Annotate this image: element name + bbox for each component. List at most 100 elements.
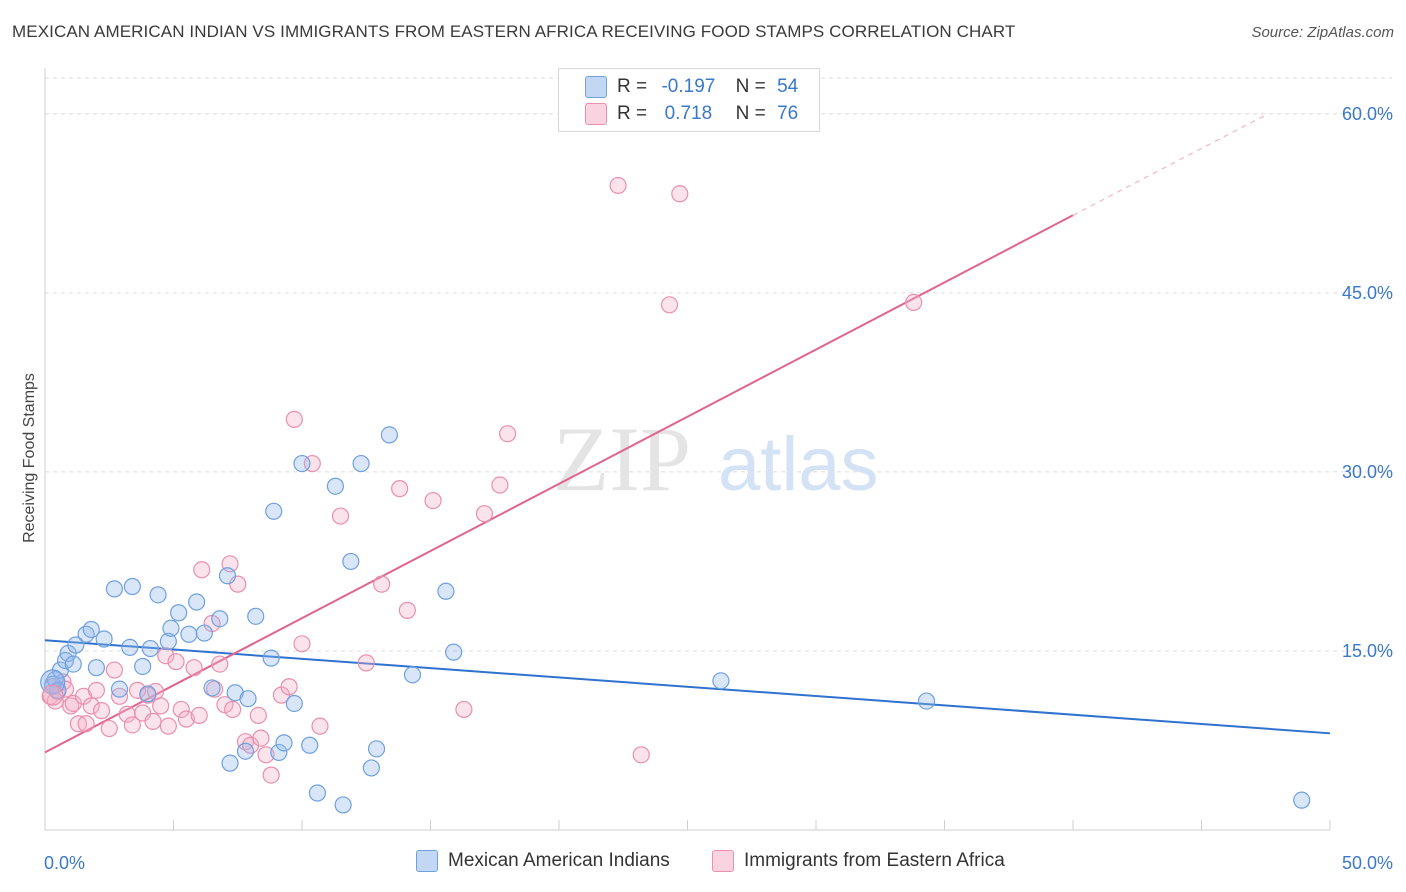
- data-point-blue: [149, 586, 167, 604]
- data-point-pink: [257, 746, 275, 764]
- data-point-blue: [403, 666, 422, 684]
- data-point-blue: [162, 619, 180, 637]
- data-point-pink: [92, 702, 111, 720]
- data-point-blue: [159, 632, 177, 651]
- data-point-blue: [218, 567, 237, 585]
- y-tick-label: 15.0%: [1342, 641, 1393, 661]
- data-point-blue: [917, 692, 936, 710]
- data-point-blue: [203, 679, 221, 697]
- data-point-pink: [42, 684, 64, 706]
- data-point-pink: [398, 601, 416, 619]
- data-point-pink: [77, 715, 95, 733]
- r-label: R =: [617, 103, 648, 124]
- data-point-blue: [40, 669, 66, 695]
- data-point-pink: [211, 655, 229, 673]
- legend-item-mexican-american-indians: Mexican American Indians: [416, 850, 670, 872]
- data-point-pink: [262, 766, 280, 784]
- data-point-blue: [236, 742, 255, 760]
- data-point-blue: [46, 670, 64, 689]
- data-point-pink: [224, 700, 242, 719]
- data-point-pink: [87, 681, 106, 699]
- data-point-pink: [123, 716, 141, 734]
- data-point-blue: [170, 604, 188, 622]
- data-point-blue: [95, 630, 113, 648]
- data-point-pink: [357, 654, 375, 672]
- data-point-blue: [285, 694, 303, 713]
- r-label: R =: [617, 76, 648, 97]
- data-point-pink: [190, 706, 208, 725]
- data-point-blue: [301, 736, 319, 754]
- data-point-blue: [141, 639, 159, 658]
- data-point-pink: [499, 425, 517, 443]
- legend-swatch-blue: [416, 850, 438, 872]
- x-tick-label: 50.0%: [1342, 853, 1393, 873]
- data-point-pink: [905, 293, 923, 312]
- data-point-blue: [247, 607, 265, 625]
- data-point-pink: [285, 410, 303, 428]
- data-point-pink: [609, 176, 627, 195]
- data-point-pink: [331, 507, 350, 525]
- data-point-blue: [139, 685, 157, 703]
- data-point-pink: [455, 700, 473, 719]
- data-point-blue: [262, 649, 280, 667]
- trend-line-pink: [44, 214, 1074, 754]
- data-point-blue: [211, 610, 229, 628]
- data-point-blue: [380, 426, 398, 444]
- data-point-blue: [293, 454, 311, 473]
- data-point-blue: [221, 754, 239, 772]
- data-point-blue: [134, 657, 152, 676]
- legend-label: Immigrants from Eastern Africa: [744, 850, 1005, 871]
- data-point-blue: [82, 620, 100, 639]
- data-point-blue: [195, 624, 213, 642]
- data-point-blue: [308, 784, 327, 802]
- data-point-blue: [367, 740, 386, 758]
- trend-lines: [44, 114, 1331, 754]
- data-point-blue: [265, 502, 283, 520]
- data-point-pink: [172, 700, 190, 719]
- data-point-blue: [275, 734, 293, 752]
- data-point-pink: [100, 719, 118, 738]
- watermark: ZIP atlas: [553, 408, 879, 510]
- data-point-blue: [121, 638, 139, 656]
- data-point-pink: [105, 661, 123, 679]
- data-point-pink: [491, 476, 509, 494]
- data-point-blue: [64, 655, 82, 673]
- data-point-pink: [671, 185, 689, 203]
- data-point-pink: [193, 561, 211, 579]
- chart-title: MEXICAN AMERICAN INDIAN VS IMMIGRANTS FR…: [12, 22, 1016, 41]
- data-point-pink: [249, 706, 267, 725]
- data-point-blue: [110, 680, 129, 698]
- data-point-pink: [475, 505, 494, 523]
- data-point-blue: [342, 552, 360, 571]
- data-point-blue: [1293, 791, 1311, 809]
- n-label: N =: [735, 76, 766, 97]
- data-point-blue: [87, 659, 106, 677]
- data-point-pink: [660, 296, 679, 314]
- watermark-zip: ZIP: [553, 408, 691, 510]
- data-point-pink: [82, 697, 100, 715]
- y-tick-label: 30.0%: [1342, 462, 1393, 482]
- data-point-blue: [67, 636, 85, 654]
- y-tick-label: 45.0%: [1342, 283, 1393, 303]
- data-point-pink: [293, 635, 311, 653]
- legend-stats-blue: R = -0.197 N = 54: [617, 76, 798, 98]
- data-point-blue: [326, 477, 345, 495]
- tick-labels: 15.0% 30.0% 45.0% 60.0% 0.0% 50.0%: [44, 104, 1393, 873]
- r-value: 0.718: [664, 103, 713, 124]
- data-point-blue: [334, 796, 352, 814]
- data-point-blue: [445, 643, 463, 661]
- legend-item-immigrants-eastern-africa: Immigrants from Eastern Africa: [712, 850, 1005, 872]
- data-points: [40, 176, 1311, 814]
- data-point-pink: [128, 681, 147, 699]
- r-value: -0.197: [661, 76, 716, 97]
- data-point-blue: [712, 672, 730, 690]
- legend-swatch-pink: [585, 103, 607, 125]
- n-value: 76: [777, 103, 799, 124]
- data-point-pink: [157, 647, 175, 665]
- data-point-blue: [362, 759, 380, 777]
- data-point-blue: [239, 690, 257, 708]
- data-point-pink: [280, 678, 298, 696]
- data-point-pink: [110, 687, 129, 705]
- data-point-blue: [352, 454, 370, 473]
